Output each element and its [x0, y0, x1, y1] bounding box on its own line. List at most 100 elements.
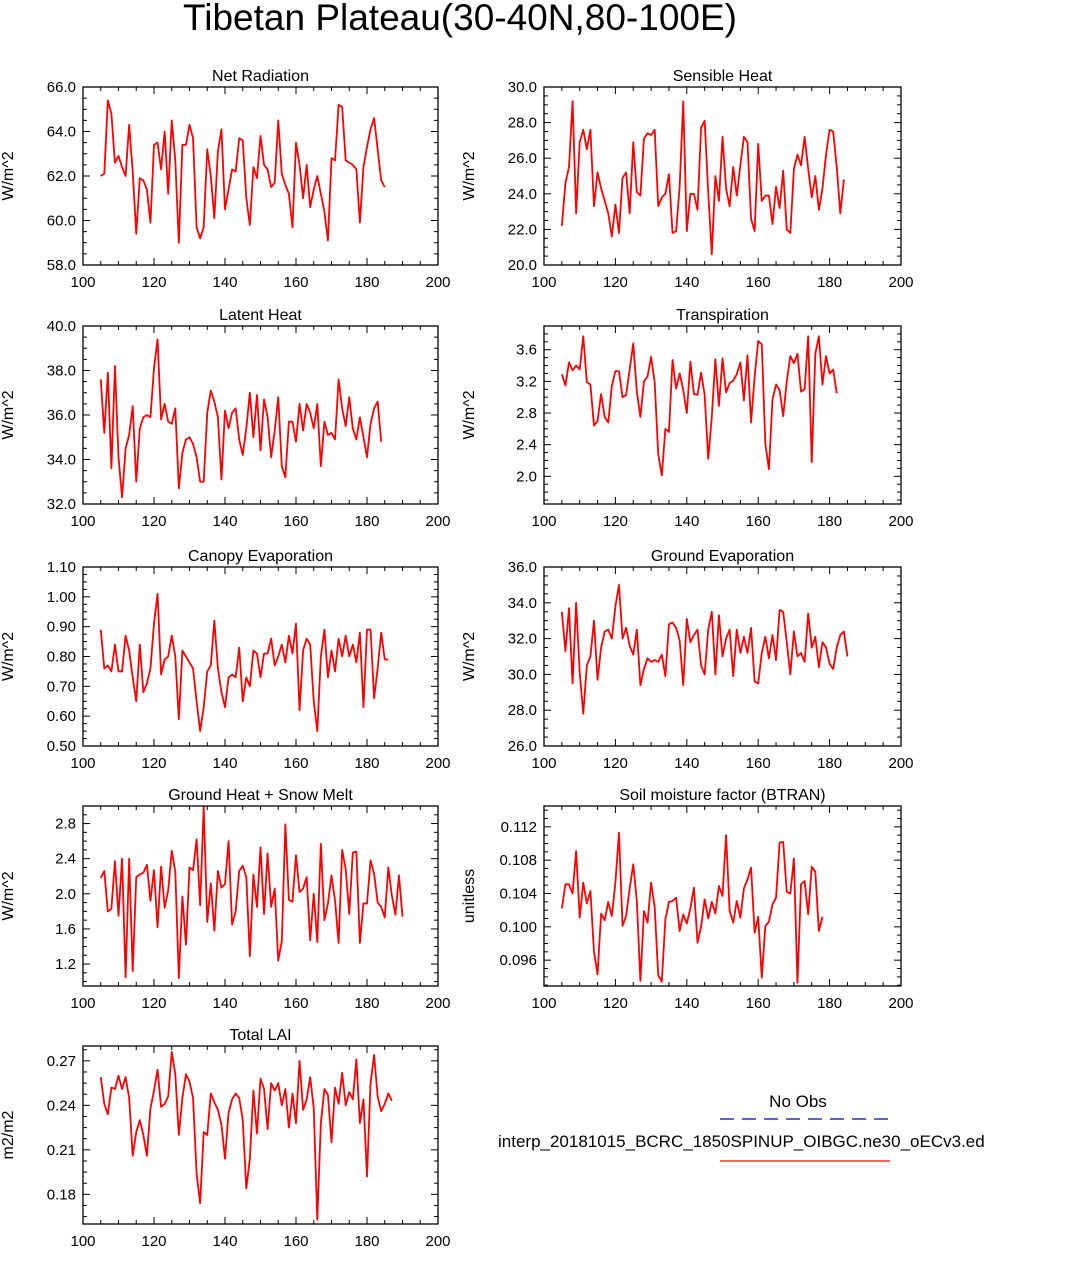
- x-tick-label: 140: [212, 1233, 237, 1250]
- x-tick-label: 160: [746, 274, 771, 291]
- y-tick-label: 28.0: [508, 702, 537, 719]
- x-tick-label: 180: [817, 274, 842, 291]
- x-tick-label: 100: [70, 513, 95, 530]
- figure-title: Tibetan Plateau(30-40N,80-100E): [183, 0, 737, 38]
- y-tick-label: 0.27: [47, 1053, 76, 1070]
- y-tick-label: 20.0: [508, 257, 537, 274]
- x-tick-label: 160: [746, 995, 771, 1012]
- y-axis-label: W/m^2: [461, 632, 478, 681]
- panel-ground-heat-snow-melt: Ground Heat + Snow Melt W/m^2 100 120 140 160…: [0, 787, 451, 1012]
- y-tick-label: 0.90: [47, 619, 76, 636]
- panel-net-radiation: Net Radiation W/m^2 100 120 140 160 180 200 58.0…: [0, 68, 451, 291]
- y-tick-label: 36.0: [508, 559, 537, 576]
- y-axis-label: m2/m2: [0, 1110, 17, 1159]
- x-tick-label: 160: [283, 995, 308, 1012]
- legend-obs-label: No Obs: [769, 1092, 827, 1111]
- x-tick-label: 180: [354, 755, 379, 772]
- y-tick-label: 0.70: [47, 678, 76, 695]
- panel-title: Soil moisture factor (BTRAN): [619, 787, 825, 804]
- x-tick-label: 100: [70, 274, 95, 291]
- panel-latent-heat: Latent Heat W/m^2 100 120 140 160 180 200 32.0 34…: [0, 307, 451, 530]
- y-tick-label: 0.80: [47, 649, 76, 666]
- x-tick-label: 180: [354, 274, 379, 291]
- y-tick-label: 36.0: [47, 407, 76, 424]
- x-tick-label: 160: [746, 755, 771, 772]
- panel-title: Sensible Heat: [673, 68, 773, 85]
- panel-total-lai: Total LAI m2/m2 100 120 140 160 180 200 0.18 0.21…: [0, 1027, 451, 1250]
- panel-soil-moisture-factor-btran: Soil moisture factor (BTRAN) unitless 100 1…: [461, 787, 914, 1012]
- panel-title: Latent Heat: [219, 307, 302, 324]
- y-tick-label: 3.2: [516, 373, 537, 390]
- y-tick-label: 40.0: [47, 318, 76, 335]
- y-tick-label: 0.60: [47, 708, 76, 725]
- panel-title: Ground Heat + Snow Melt: [168, 787, 353, 804]
- y-tick-label: 0.21: [47, 1142, 76, 1159]
- x-tick-label: 120: [141, 274, 166, 291]
- x-tick-label: 120: [603, 274, 628, 291]
- series-line-model: [560, 584, 849, 715]
- panel-transpiration: Transpiration W/m^2 100 120 140 160 180 200 2.0 2…: [461, 307, 914, 530]
- panels-group: Net Radiation W/m^2 100 120 140 160 180 200 58.0…: [0, 68, 914, 1250]
- series-line-model: [560, 831, 824, 984]
- x-tick-label: 100: [531, 274, 556, 291]
- x-tick-label: 140: [212, 755, 237, 772]
- x-tick-label: 120: [603, 995, 628, 1012]
- series-line-model: [100, 99, 386, 244]
- x-tick-label: 120: [141, 995, 166, 1012]
- x-tick-label: 200: [888, 755, 913, 772]
- y-tick-label: 0.108: [499, 852, 537, 869]
- y-tick-label: 32.0: [47, 496, 76, 513]
- y-tick-label: 28.0: [508, 115, 537, 132]
- y-tick-label: 30.0: [508, 666, 537, 683]
- y-tick-label: 0.50: [47, 738, 76, 755]
- x-tick-label: 100: [531, 995, 556, 1012]
- y-tick-label: 26.0: [508, 738, 537, 755]
- y-tick-label: 0.18: [47, 1186, 76, 1203]
- x-tick-label: 100: [70, 1233, 95, 1250]
- series-line-model: [99, 592, 389, 732]
- x-tick-label: 200: [425, 755, 450, 772]
- x-tick-label: 140: [212, 995, 237, 1012]
- y-tick-label: 26.0: [508, 150, 537, 167]
- panel-title: Ground Evaporation: [651, 548, 794, 565]
- x-tick-label: 180: [354, 1233, 379, 1250]
- y-tick-label: 66.0: [47, 79, 76, 96]
- series-line-model: [99, 1051, 393, 1221]
- y-tick-label: 2.4: [55, 851, 76, 868]
- y-tick-label: 1.6: [55, 921, 76, 938]
- y-tick-label: 0.24: [47, 1097, 76, 1114]
- y-axis-label: W/m^2: [0, 871, 17, 920]
- y-tick-label: 58.0: [47, 257, 76, 274]
- y-tick-label: 2.0: [516, 468, 537, 485]
- panel-title: Net Radiation: [212, 68, 309, 85]
- x-tick-label: 160: [283, 513, 308, 530]
- y-tick-label: 0.100: [499, 919, 537, 936]
- series-line-model: [99, 805, 404, 979]
- y-tick-label: 2.4: [516, 437, 537, 454]
- x-tick-label: 160: [746, 513, 771, 530]
- x-tick-label: 200: [425, 1233, 450, 1250]
- series-line-model: [560, 335, 838, 477]
- x-tick-label: 120: [603, 513, 628, 530]
- panel-title: Transpiration: [676, 307, 769, 324]
- x-tick-label: 100: [531, 755, 556, 772]
- y-axis-label: W/m^2: [0, 151, 17, 200]
- legend-model-label: interp_20181015_BCRC_1850SPINUP_OIBGC.ne…: [498, 1132, 985, 1151]
- panel-title: Total LAI: [229, 1027, 291, 1044]
- y-tick-label: 62.0: [47, 168, 76, 185]
- x-tick-label: 160: [283, 1233, 308, 1250]
- y-axis-label: W/m^2: [0, 632, 17, 681]
- y-tick-label: 32.0: [508, 631, 537, 648]
- x-tick-label: 140: [212, 513, 237, 530]
- x-tick-label: 100: [70, 995, 95, 1012]
- y-tick-label: 24.0: [508, 186, 537, 203]
- y-axis-label: W/m^2: [461, 151, 478, 200]
- y-tick-label: 0.096: [499, 952, 537, 969]
- y-tick-label: 34.0: [508, 595, 537, 612]
- x-tick-label: 180: [354, 995, 379, 1012]
- y-tick-label: 0.112: [501, 819, 537, 836]
- x-tick-label: 200: [425, 274, 450, 291]
- y-axis-label: W/m^2: [461, 390, 478, 439]
- y-axis-label: W/m^2: [0, 390, 17, 439]
- x-tick-label: 120: [603, 755, 628, 772]
